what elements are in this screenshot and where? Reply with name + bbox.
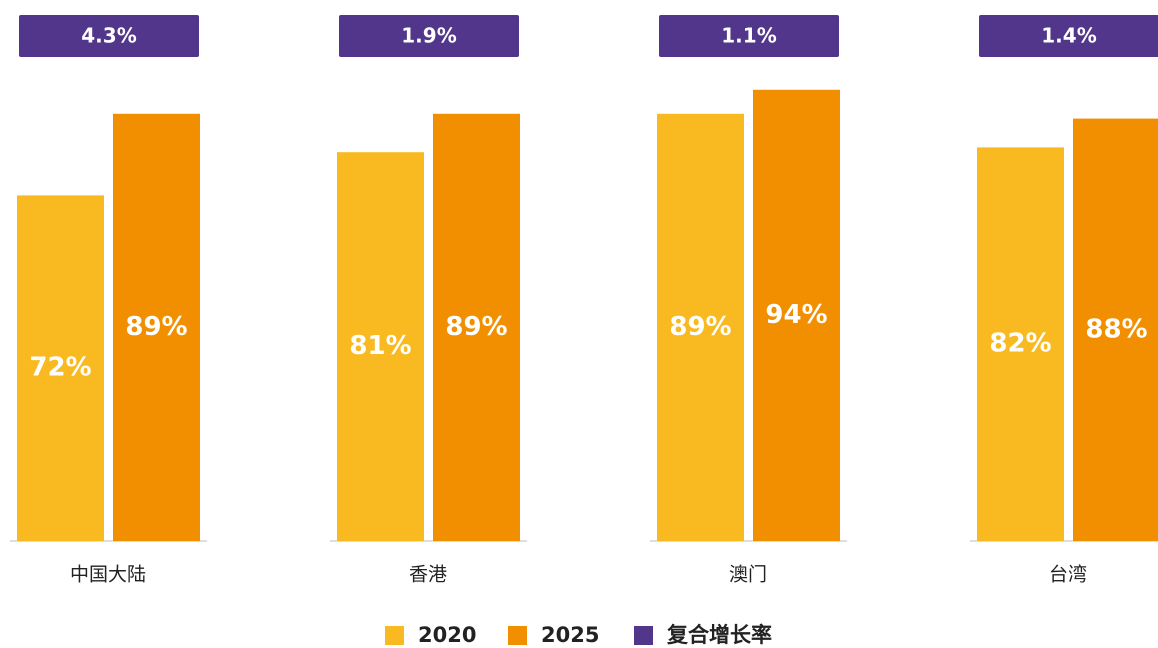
bar bbox=[753, 89, 840, 542]
legend-swatch bbox=[385, 626, 404, 645]
x-tick-label: 香港 bbox=[409, 564, 447, 586]
bar bbox=[337, 152, 424, 541]
legend-label: 2020 bbox=[418, 623, 476, 647]
legend-swatch bbox=[508, 626, 527, 645]
bar bbox=[113, 113, 200, 542]
value-label: 72% bbox=[29, 353, 91, 383]
legend-label: 2025 bbox=[541, 623, 599, 647]
x-tick-label: 台湾 bbox=[1049, 564, 1087, 586]
value-label: 94% bbox=[765, 300, 827, 330]
growth-box bbox=[19, 15, 199, 57]
growth-box bbox=[979, 15, 1158, 57]
value-label: 89% bbox=[669, 312, 731, 342]
bar bbox=[17, 195, 104, 541]
value-label: 89% bbox=[445, 312, 507, 342]
growth-label: 4.3% bbox=[81, 24, 136, 48]
legend-swatch bbox=[634, 626, 653, 645]
value-label: 81% bbox=[349, 331, 411, 361]
x-tick-label: 中国大陆 bbox=[70, 564, 146, 586]
value-label: 88% bbox=[1085, 314, 1147, 344]
value-label: 82% bbox=[989, 329, 1051, 359]
growth-label: 1.4% bbox=[1041, 24, 1096, 48]
legend-label: 复合增长率 bbox=[666, 623, 772, 647]
growth-box bbox=[339, 15, 519, 57]
bar bbox=[1073, 118, 1158, 541]
bar bbox=[977, 147, 1064, 541]
bar bbox=[657, 113, 744, 542]
bar bbox=[433, 113, 520, 542]
growth-label: 1.9% bbox=[401, 24, 456, 48]
value-label: 89% bbox=[125, 312, 187, 342]
x-tick-label: 澳门 bbox=[729, 564, 767, 586]
growth-label: 1.1% bbox=[721, 24, 776, 48]
growth-box bbox=[659, 15, 839, 57]
